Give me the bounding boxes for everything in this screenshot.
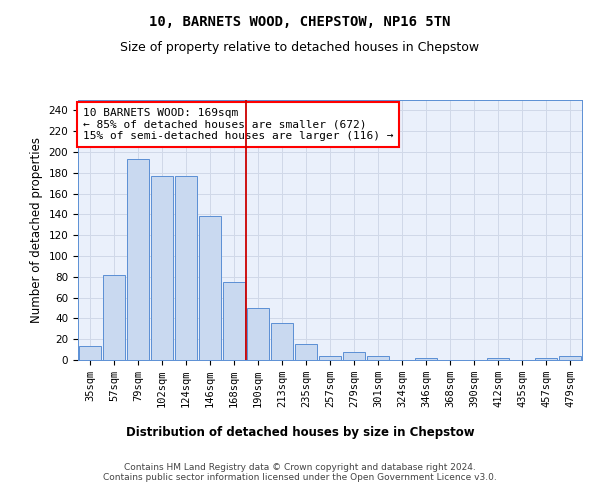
Text: Contains HM Land Registry data © Crown copyright and database right 2024.
Contai: Contains HM Land Registry data © Crown c… bbox=[103, 463, 497, 482]
Y-axis label: Number of detached properties: Number of detached properties bbox=[30, 137, 43, 323]
Bar bbox=[415, 358, 437, 360]
Bar bbox=[559, 356, 581, 360]
Text: Distribution of detached houses by size in Chepstow: Distribution of detached houses by size … bbox=[125, 426, 475, 439]
Bar bbox=[199, 216, 221, 360]
Text: Size of property relative to detached houses in Chepstow: Size of property relative to detached ho… bbox=[121, 41, 479, 54]
Text: 10, BARNETS WOOD, CHEPSTOW, NP16 5TN: 10, BARNETS WOOD, CHEPSTOW, NP16 5TN bbox=[149, 16, 451, 30]
Bar bbox=[175, 176, 197, 360]
Bar bbox=[535, 358, 557, 360]
Bar bbox=[343, 352, 365, 360]
Bar bbox=[127, 160, 149, 360]
Bar bbox=[103, 274, 125, 360]
Bar bbox=[487, 358, 509, 360]
Text: 10 BARNETS WOOD: 169sqm
← 85% of detached houses are smaller (672)
15% of semi-d: 10 BARNETS WOOD: 169sqm ← 85% of detache… bbox=[83, 108, 394, 141]
Bar bbox=[247, 308, 269, 360]
Bar bbox=[223, 282, 245, 360]
Bar bbox=[151, 176, 173, 360]
Bar bbox=[271, 322, 293, 360]
Bar bbox=[295, 344, 317, 360]
Bar bbox=[367, 356, 389, 360]
Bar bbox=[79, 346, 101, 360]
Bar bbox=[319, 356, 341, 360]
